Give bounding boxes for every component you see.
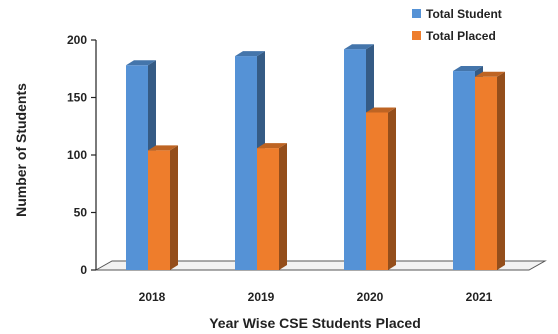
bar-front [126,65,148,270]
legend-swatch [412,9,421,18]
bars [126,44,505,271]
bar-side [497,71,505,270]
bar-top [257,143,287,149]
bar-side [388,107,396,270]
bar-top [475,71,505,77]
y-tick-label: 200 [67,33,87,47]
bar [475,71,505,270]
y-tick-label: 150 [67,91,87,105]
legend-label: Total Placed [426,29,496,43]
bar-front [257,148,279,270]
y-tick-label: 50 [74,206,88,220]
bar-top [344,44,374,50]
x-tick-label: 2019 [248,290,275,304]
y-tick-labels: 0 50 100 150 200 [67,33,96,277]
bar-top [148,145,178,151]
x-tick-labels: 2018 2019 2020 2021 [139,290,493,304]
bar-top [235,51,265,57]
y-tick-label: 100 [67,148,87,162]
x-tick-label: 2021 [466,290,493,304]
bar-front [148,150,170,270]
bar [366,107,396,270]
bar-side [279,143,287,270]
bar-side [170,145,178,270]
legend-label: Total Student [426,7,502,21]
bar-front [344,49,366,271]
y-axis-title: Number of Students [13,83,29,217]
bar-front [453,71,475,270]
bar-top [453,66,483,72]
bar-top [126,60,156,66]
legend-item: Total Student [412,7,502,21]
bar-top [366,107,396,113]
bar-front [366,112,388,270]
x-axis-title: Year Wise CSE Students Placed [209,315,421,331]
x-tick-label: 2020 [357,290,384,304]
legend-item: Total Placed [412,29,496,43]
bar [148,145,178,270]
bar [257,143,287,270]
y-tick-label: 0 [80,263,87,277]
x-tick-label: 2018 [139,290,166,304]
bar-front [475,76,497,270]
legend: Total Student Total Placed [412,7,502,43]
bar-front [235,56,257,270]
legend-swatch [412,31,421,40]
